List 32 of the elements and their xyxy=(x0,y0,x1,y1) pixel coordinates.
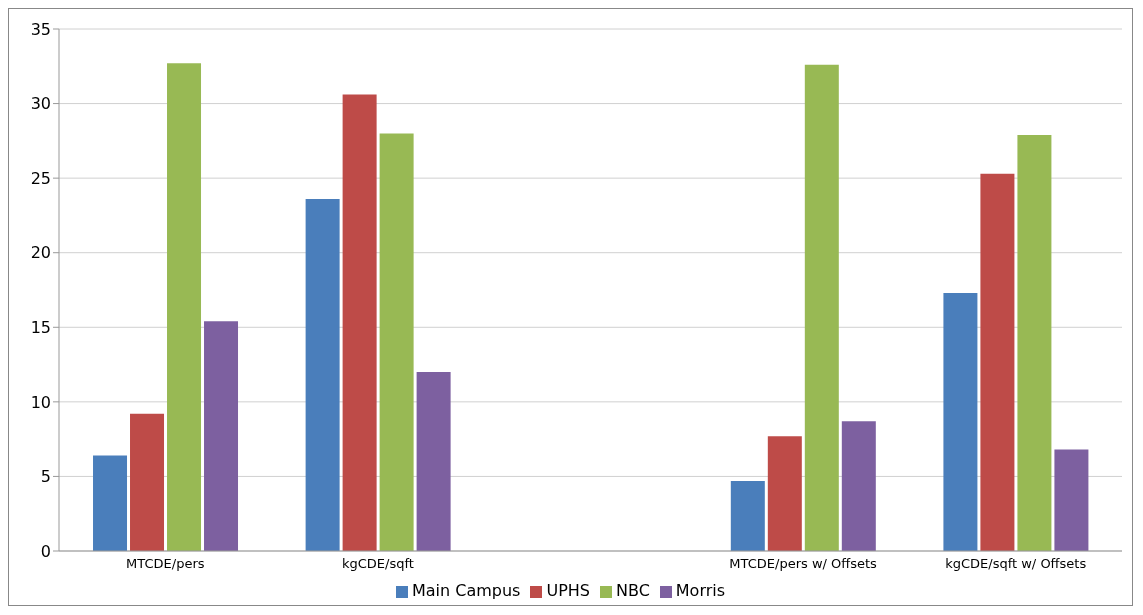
x-tick-label: kgCDE/sqft w/ Offsets xyxy=(945,556,1087,572)
bar xyxy=(943,292,978,551)
bar xyxy=(730,480,765,551)
y-tick-label: 0 xyxy=(40,541,51,561)
bar xyxy=(130,413,165,551)
y-tick-label: 10 xyxy=(30,392,51,412)
y-tick-label: 15 xyxy=(30,317,51,337)
y-tick-label: 30 xyxy=(30,94,51,114)
bar xyxy=(980,173,1015,551)
bar xyxy=(767,436,802,551)
legend-label: NBC xyxy=(615,581,650,600)
y-tick-label: 5 xyxy=(40,467,51,487)
bar xyxy=(416,372,451,551)
y-tick-label: 20 xyxy=(30,243,51,263)
bar xyxy=(204,321,239,551)
bar xyxy=(93,455,128,551)
bar xyxy=(804,64,839,551)
bar xyxy=(305,199,340,551)
bar xyxy=(342,94,377,551)
bar xyxy=(167,63,202,551)
y-tick-label: 25 xyxy=(30,168,51,188)
x-tick-label: MTCDE/pers w/ Offsets xyxy=(729,556,878,572)
bar xyxy=(841,421,876,551)
legend-label: Main Campus xyxy=(411,581,521,600)
x-tick-label: kgCDE/sqft xyxy=(341,556,414,572)
legend-label: Morris xyxy=(675,581,726,600)
x-tick-label: MTCDE/pers xyxy=(126,556,205,572)
bar xyxy=(1054,449,1089,551)
bar xyxy=(1017,134,1052,551)
y-tick-label: 35 xyxy=(30,19,51,39)
bar xyxy=(379,133,414,551)
legend-label: UPHS xyxy=(546,581,590,600)
